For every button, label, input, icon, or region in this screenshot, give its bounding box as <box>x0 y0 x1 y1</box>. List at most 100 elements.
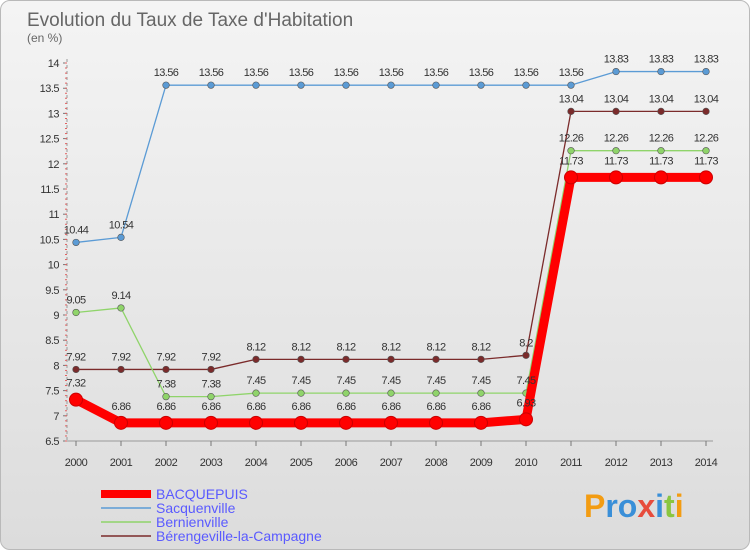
data-label: 13.56 <box>424 67 449 79</box>
y-tick-label: 7.5 <box>45 386 59 398</box>
chart-title: Evolution du Taux de Taxe d'Habitation <box>27 10 353 31</box>
data-point <box>612 67 620 76</box>
data-label: 6.86 <box>381 401 400 413</box>
data-label: 6.86 <box>246 401 265 413</box>
x-tick-label: 2012 <box>605 457 628 469</box>
data-point <box>207 81 215 89</box>
data-label: 13.04 <box>649 93 674 105</box>
y-tick-label: 9 <box>53 310 59 322</box>
x-tick-label: 2004 <box>245 457 268 469</box>
data-point <box>432 81 440 89</box>
data-label: 10.44 <box>64 224 89 236</box>
data-label: 13.83 <box>604 54 629 66</box>
data-point <box>114 415 128 430</box>
axes: 6.5 7 7.5 8 8.5 9 9.5 10 10.5 11 11.5 12 12.5 13 13.5 1… <box>40 58 719 469</box>
chart-subtitle: (en %) <box>27 31 62 45</box>
data-label: 7.45 <box>336 375 355 387</box>
data-point <box>72 365 80 374</box>
data-label: 6.86 <box>336 401 355 413</box>
data-label: 11.73 <box>559 155 583 167</box>
data-label: 13.56 <box>244 67 269 79</box>
data-label: 9.14 <box>111 290 130 302</box>
data-point <box>612 107 620 115</box>
data-label: 6.93 <box>516 397 535 409</box>
data-label: 7.45 <box>426 375 445 387</box>
legend-label-0: BACQUEPUIS <box>156 486 248 502</box>
data-point <box>387 81 395 89</box>
data-point <box>294 415 308 430</box>
x-tick-label: 2002 <box>155 457 178 469</box>
data-point <box>567 147 575 155</box>
data-point <box>699 170 713 185</box>
data-point <box>207 393 215 401</box>
x-tick-label: 2014 <box>695 457 718 469</box>
data-label: 13.04 <box>694 93 719 105</box>
y-tick-label: 13 <box>48 108 60 120</box>
data-label: 13.56 <box>559 67 584 79</box>
data-point <box>657 147 665 155</box>
data-label: 8.12 <box>291 341 310 353</box>
x-tick-label: 2000 <box>65 457 88 469</box>
data-labels: 10.44 10.54 13.56 13.56 13.56 13.56 13.56 13.56… <box>64 54 720 413</box>
data-label: 8.12 <box>426 341 445 353</box>
data-label: 7.45 <box>291 375 310 387</box>
data-label: 13.04 <box>559 93 584 105</box>
y-tick-label: 11.5 <box>40 184 59 196</box>
data-label: 11.73 <box>649 155 673 167</box>
data-point <box>252 81 260 89</box>
x-tick-label: 2005 <box>290 457 313 469</box>
data-label: 13.04 <box>604 93 629 105</box>
data-point <box>162 81 170 89</box>
data-label: 10.54 <box>109 219 134 231</box>
data-point <box>162 365 170 374</box>
data-point <box>564 170 578 185</box>
data-point <box>252 389 260 397</box>
data-label: 6.86 <box>471 401 490 413</box>
data-point <box>342 81 350 89</box>
y-tick-label: 14 <box>48 58 60 70</box>
data-label: 13.56 <box>334 67 359 79</box>
x-tick-label: 2007 <box>380 457 403 469</box>
data-point <box>474 415 488 430</box>
data-label: 7.45 <box>381 375 400 387</box>
data-point <box>297 81 305 89</box>
x-tick-label: 2006 <box>335 457 358 469</box>
data-point <box>297 355 305 363</box>
data-label: 11.73 <box>694 155 718 167</box>
data-point <box>207 365 215 374</box>
y-tick-label: 7 <box>53 411 59 423</box>
data-label: 7.45 <box>246 375 265 387</box>
data-point <box>252 355 260 363</box>
data-point <box>432 355 440 363</box>
data-label: 7.92 <box>201 351 220 363</box>
data-point <box>477 355 485 363</box>
data-point <box>429 415 443 430</box>
data-point <box>522 81 530 89</box>
y-tick-label: 8.5 <box>45 335 59 347</box>
data-point <box>159 415 173 430</box>
data-label: 12.26 <box>559 133 584 145</box>
x-tick-label: 2010 <box>515 457 538 469</box>
y-tick-label: 12 <box>48 159 60 171</box>
data-point <box>162 393 170 401</box>
data-label: 7.92 <box>66 351 85 363</box>
data-label: 13.56 <box>199 67 224 79</box>
data-label: 12.26 <box>604 133 629 145</box>
data-point <box>432 389 440 397</box>
data-label: 8.12 <box>381 341 400 353</box>
data-label: 12.26 <box>694 133 719 145</box>
data-label: 13.56 <box>154 67 179 79</box>
data-point <box>522 351 530 359</box>
data-point <box>567 81 575 89</box>
data-point <box>657 67 665 76</box>
data-point <box>384 415 398 430</box>
data-point <box>339 415 353 430</box>
data-point <box>657 107 665 115</box>
x-tick-label: 2009 <box>470 457 493 469</box>
data-point <box>117 365 125 374</box>
data-point <box>477 81 485 89</box>
data-point <box>654 170 668 185</box>
y-tick-label: 10.5 <box>40 234 60 246</box>
data-label: 13.83 <box>694 54 719 66</box>
